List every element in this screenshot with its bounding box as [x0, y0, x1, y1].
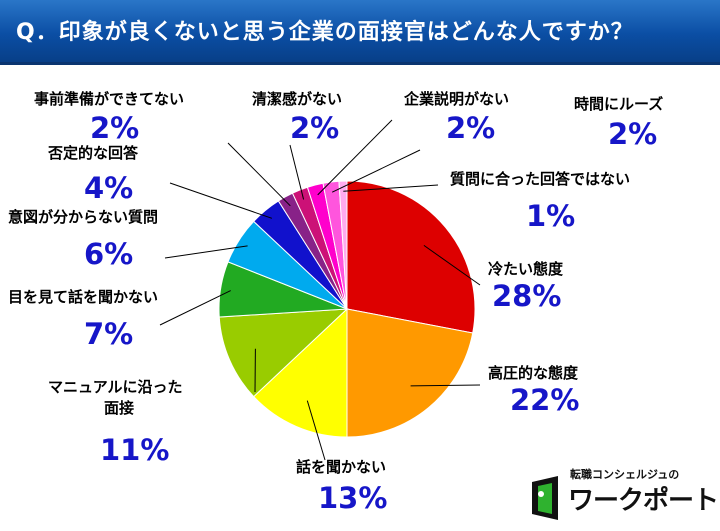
- pie-slice: [346, 308, 474, 438]
- logo-subtitle: 転職コンシェルジュの: [570, 468, 680, 481]
- slice-label: 冷たい態度: [488, 260, 564, 278]
- leader-line: [164, 245, 248, 259]
- slice-value-label: 2%: [608, 117, 657, 151]
- slice-label: マニュアルに沿った: [48, 378, 183, 396]
- leader-line: [289, 144, 305, 200]
- leader-lines: [159, 119, 481, 461]
- slice-value-label: 11%: [100, 433, 169, 467]
- pie-slices: [218, 180, 476, 438]
- leader-line: [423, 244, 481, 286]
- pie-slice: [346, 180, 476, 334]
- pie-slice: [218, 308, 349, 398]
- chart-title: Q．印象が良くないと思う企業の面接官はどんな人ですか？: [16, 20, 634, 45]
- slice-label: 清潔感がない: [252, 90, 342, 108]
- slice-value-label: 2%: [290, 111, 339, 145]
- slice-label: 事前準備ができてない: [34, 90, 184, 108]
- door-icon: [532, 476, 558, 520]
- slice-value-label: 28%: [492, 279, 561, 313]
- pie-slice: [338, 180, 348, 310]
- leader-line: [306, 400, 326, 461]
- slice-value-label: 13%: [318, 481, 387, 515]
- logo-name: ワークポート: [568, 486, 719, 516]
- slice-label: 目を見て話を聞かない: [8, 288, 158, 306]
- slice-label: 否定的な回答: [47, 144, 139, 162]
- leader-line: [410, 384, 481, 387]
- leader-line: [331, 149, 421, 193]
- slice-value-label: 1%: [526, 199, 575, 233]
- slice-label: 話を聞かない: [296, 458, 386, 476]
- slice-value-label: 2%: [446, 111, 495, 145]
- slice-label: 意図が分からない質問: [8, 208, 158, 226]
- workport-logo: 転職コンシェルジュの ワークポート: [528, 466, 719, 524]
- slice-value-label: 7%: [84, 317, 133, 351]
- slice-value-label: 2%: [90, 111, 139, 145]
- leader-line: [317, 119, 393, 196]
- slice-value-label: 22%: [510, 383, 579, 417]
- slice-label: 面接: [104, 399, 134, 417]
- slice-value-label: 4%: [84, 171, 133, 205]
- leader-line: [159, 290, 231, 326]
- slice-value-label: 6%: [84, 237, 133, 271]
- leader-line: [227, 142, 291, 207]
- leader-line: [343, 184, 439, 192]
- leader-line: [169, 182, 273, 219]
- slice-label: 質問に合った回答ではない: [450, 170, 630, 188]
- slice-label: 時間にルーズ: [574, 95, 663, 113]
- chart-header: Q．印象が良くないと思う企業の面接官はどんな人ですか？: [0, 0, 720, 65]
- pie-slice: [252, 307, 348, 438]
- slice-label: 高圧的な態度: [488, 364, 579, 382]
- slice-label: 企業説明がない: [403, 90, 509, 108]
